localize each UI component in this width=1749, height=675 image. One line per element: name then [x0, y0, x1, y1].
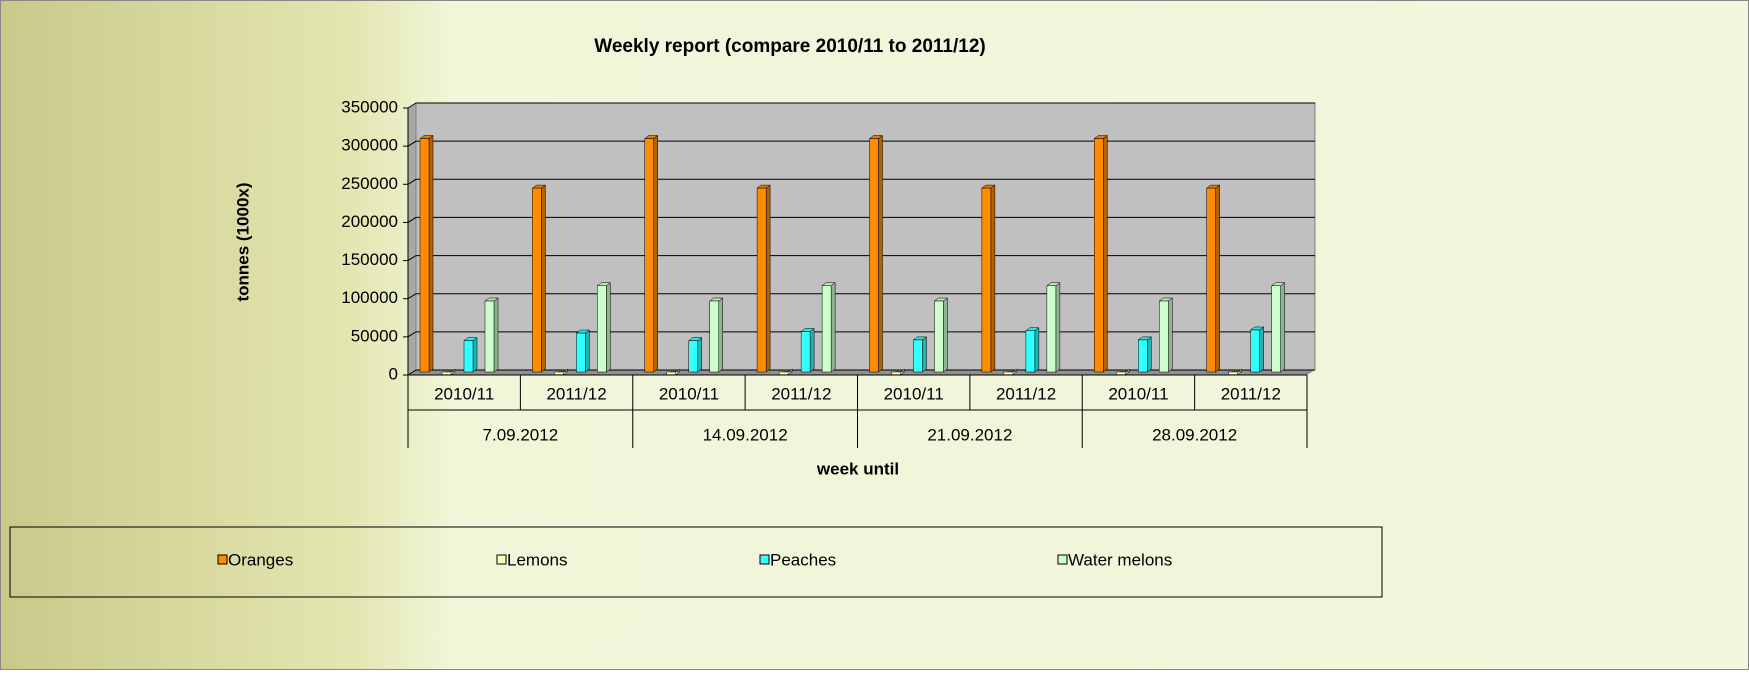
bar: [869, 138, 879, 373]
legend-label: Water melons: [1068, 550, 1172, 569]
bar: [597, 285, 607, 373]
bar-side: [922, 336, 927, 373]
grid-line: [407, 331, 1315, 338]
chart-title: Weekly report (compare 2010/11 to 2011/1…: [594, 36, 985, 57]
bar-side: [830, 282, 836, 373]
bar: [913, 339, 923, 373]
bar: [800, 331, 811, 373]
bar-side: [697, 337, 702, 373]
bar: [532, 187, 542, 373]
bar-side: [653, 135, 658, 373]
bar: [1116, 371, 1126, 375]
y-tick-label: 250000: [341, 174, 398, 193]
x-tick-label: 2010/11: [1108, 384, 1168, 403]
bar: [1003, 371, 1014, 375]
bar-side: [472, 337, 478, 373]
bar-side: [1147, 336, 1152, 373]
bar: [463, 340, 474, 373]
bar-side: [1034, 327, 1040, 373]
bar: [1094, 138, 1104, 373]
bar: [419, 138, 430, 373]
x-tick-label: 2010/11: [434, 384, 494, 403]
bar-side: [765, 184, 771, 373]
bar-side: [1215, 184, 1220, 373]
grid-line: [407, 255, 1315, 261]
y-tick-label: 150000: [341, 250, 398, 269]
x-tick-label: 2010/11: [659, 384, 719, 403]
group-label: 28.09.2012: [1152, 425, 1237, 444]
x-axis-title: week until: [816, 459, 899, 478]
bar-side: [606, 282, 611, 373]
bar: [576, 332, 586, 373]
legend-label: Oranges: [228, 550, 293, 569]
bar: [666, 371, 676, 375]
bar-side: [1103, 135, 1108, 373]
group-label: 14.09.2012: [703, 425, 788, 444]
legend-label: Lemons: [507, 550, 567, 569]
bar: [484, 300, 495, 373]
bar-side: [878, 135, 883, 373]
bar: [644, 138, 654, 373]
grid-line: [407, 293, 1315, 300]
bar: [688, 340, 698, 373]
bar: [1025, 330, 1036, 373]
x-tick-label: 2011/12: [546, 384, 606, 403]
x-tick-label: 2011/12: [1221, 384, 1281, 403]
bar: [891, 371, 901, 375]
y-tick-label: 50000: [351, 326, 398, 345]
bar: [1138, 339, 1148, 373]
bar: [1250, 329, 1260, 373]
y-tick-label: 300000: [341, 136, 398, 155]
bar: [778, 371, 789, 375]
side-wall: [408, 103, 416, 375]
bar-side: [1055, 282, 1061, 373]
legend-swatch: [1057, 554, 1068, 565]
bar-side: [943, 297, 948, 373]
bar: [709, 300, 719, 373]
grid-line: [407, 178, 1315, 185]
bar-side: [428, 135, 434, 373]
bar-side: [493, 297, 499, 373]
legend-swatch: [759, 554, 770, 565]
bar: [1228, 371, 1238, 375]
bar: [756, 187, 767, 373]
bar: [554, 371, 564, 375]
bar: [981, 187, 992, 373]
bar-side: [1259, 326, 1264, 373]
bar-side: [1280, 282, 1285, 373]
y-tick-label: 350000: [341, 97, 398, 116]
back-wall: [415, 102, 1316, 371]
grid-line: [407, 140, 1315, 147]
grid-line: [407, 216, 1315, 223]
legend-label: Peaches: [770, 550, 836, 569]
legend-swatch: [217, 554, 228, 565]
grid-line: [407, 102, 1315, 109]
y-tick-label: 100000: [341, 288, 398, 307]
bar-side: [1168, 297, 1173, 373]
bar: [934, 300, 944, 373]
bar: [441, 371, 452, 375]
bar: [1271, 285, 1281, 373]
y-tick-label: 200000: [341, 212, 398, 231]
bar-side: [990, 184, 996, 373]
bar: [1206, 187, 1216, 373]
bar: [1046, 285, 1057, 373]
legend-box: [9, 526, 1383, 598]
bar: [821, 285, 832, 373]
x-tick-label: 2011/12: [771, 384, 831, 403]
floor: [408, 370, 1315, 375]
bar-side: [718, 297, 723, 373]
y-axis-title: tonnes (1000x): [233, 182, 252, 301]
x-tick-label: 2010/11: [884, 384, 944, 403]
bar-side: [541, 184, 546, 373]
group-label: 21.09.2012: [927, 425, 1012, 444]
y-tick-label: 0: [389, 364, 398, 383]
group-label: 7.09.2012: [483, 425, 559, 444]
legend-swatch: [496, 554, 507, 565]
x-tick-label: 2011/12: [996, 384, 1056, 403]
bar-side: [809, 328, 815, 373]
bar-side: [585, 329, 590, 373]
bar: [1159, 300, 1169, 373]
